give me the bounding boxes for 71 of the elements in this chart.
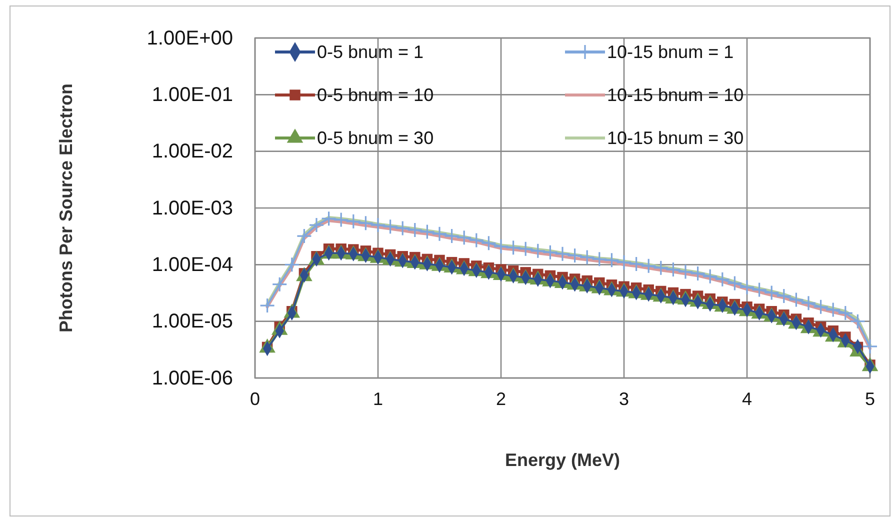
point	[825, 302, 841, 318]
point	[604, 252, 620, 268]
y-tick-label: 1.00E-02	[152, 140, 233, 163]
point	[346, 214, 362, 230]
point	[432, 226, 448, 242]
x-tick-label: 3	[618, 388, 630, 409]
point	[726, 275, 742, 292]
point	[358, 215, 374, 231]
y-tick-label: 1.00E-03	[152, 197, 233, 220]
point	[764, 284, 780, 301]
y-tick-label: 1.00E+00	[146, 27, 233, 50]
point	[616, 254, 632, 270]
point	[456, 230, 472, 246]
point	[321, 210, 337, 226]
point	[530, 243, 546, 259]
point	[260, 298, 276, 314]
point	[592, 251, 608, 267]
point	[333, 212, 349, 228]
point	[518, 241, 534, 257]
point	[296, 228, 312, 244]
y-axis-title: Photons Per Source Electron	[56, 83, 76, 333]
point	[567, 248, 583, 264]
point	[370, 217, 386, 233]
point	[468, 232, 484, 248]
point	[394, 220, 410, 236]
point	[640, 258, 656, 274]
point	[788, 292, 804, 308]
x-axis-title: Energy (MeV)	[504, 450, 620, 470]
point	[419, 224, 435, 240]
point	[579, 249, 595, 266]
legend-label: 10-15 bnum = 30	[607, 128, 744, 148]
point	[752, 282, 768, 298]
point	[272, 276, 288, 292]
legend-label: 10-15 bnum = 10	[607, 85, 744, 105]
legend-label: 0-5 bnum = 30	[317, 128, 434, 148]
x-tick-label: 5	[864, 388, 876, 409]
point	[702, 268, 718, 284]
point	[714, 272, 730, 288]
legend-label: 0-5 bnum = 10	[317, 85, 434, 105]
point	[407, 222, 423, 238]
x-tick-label: 1	[372, 388, 384, 409]
point	[628, 256, 644, 272]
point	[838, 305, 854, 321]
point	[653, 260, 669, 276]
point	[678, 264, 694, 280]
point	[850, 314, 866, 330]
point	[554, 246, 570, 262]
y-tick-label: 1.00E-04	[152, 254, 233, 276]
point	[284, 256, 300, 272]
point	[776, 288, 792, 304]
point	[739, 279, 755, 296]
y-tick-label: 1.00E-05	[152, 310, 233, 333]
point	[542, 244, 558, 260]
point	[813, 299, 829, 315]
point	[690, 266, 706, 282]
legend-label: 0-5 bnum = 1	[317, 42, 424, 62]
point	[862, 338, 878, 354]
point	[480, 235, 496, 251]
point	[665, 262, 681, 278]
point	[444, 228, 460, 244]
point	[506, 240, 522, 256]
x-tick-label: 4	[742, 388, 752, 409]
point	[800, 295, 816, 311]
point	[308, 217, 324, 233]
x-tick-label: 0	[250, 388, 260, 409]
x-tick-label: 2	[496, 388, 506, 409]
point	[382, 218, 398, 234]
y-tick-label: 1.00E-01	[152, 84, 233, 106]
y-tick-label: 1.00E-06	[152, 367, 233, 390]
legend-label: 10-15 bnum = 1	[607, 42, 734, 62]
point	[493, 238, 509, 254]
